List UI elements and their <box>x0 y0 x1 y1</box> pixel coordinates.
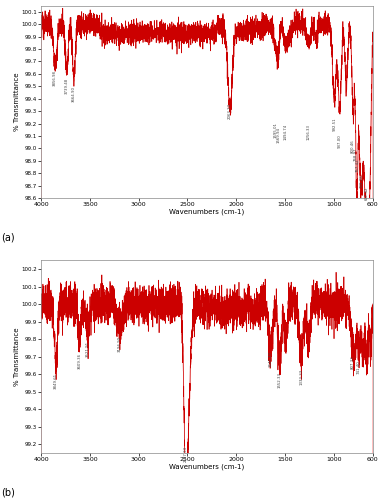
Text: 3739.48: 3739.48 <box>65 78 69 94</box>
Text: 992.51: 992.51 <box>333 118 336 131</box>
Text: 1332.33: 1332.33 <box>299 369 303 385</box>
Text: 3664.90: 3664.90 <box>72 86 76 102</box>
Text: 3609.36: 3609.36 <box>77 353 81 369</box>
Text: (a): (a) <box>2 232 15 242</box>
Text: 2517.33: 2517.33 <box>184 446 188 462</box>
Text: 807.33: 807.33 <box>351 355 354 368</box>
Text: 1494.74: 1494.74 <box>283 124 288 140</box>
Text: 3856.98: 3856.98 <box>53 70 57 86</box>
Text: 1256.33: 1256.33 <box>307 124 311 140</box>
Text: (b): (b) <box>2 488 15 498</box>
Text: 1646.37: 1646.37 <box>269 352 273 368</box>
Text: 757.42: 757.42 <box>355 158 359 172</box>
Text: 768.97: 768.97 <box>354 147 358 161</box>
Text: 3849.61: 3849.61 <box>54 372 58 388</box>
Text: 2063.23: 2063.23 <box>228 102 232 118</box>
Text: 3521.91: 3521.91 <box>86 341 90 357</box>
Text: 709.28: 709.28 <box>360 174 364 188</box>
Text: 937.00: 937.00 <box>338 134 342 148</box>
Text: 3196.90: 3196.90 <box>118 336 122 352</box>
Text: 741.40: 741.40 <box>357 360 361 374</box>
Text: 1595.01: 1595.01 <box>274 122 278 138</box>
Text: 800.46: 800.46 <box>351 140 355 153</box>
X-axis label: Wavenumbers (cm-1): Wavenumbers (cm-1) <box>169 464 245 470</box>
Text: 1569.94: 1569.94 <box>276 128 280 144</box>
Text: 657.42: 657.42 <box>365 187 369 200</box>
Y-axis label: % Transmittance: % Transmittance <box>14 72 20 131</box>
Y-axis label: % Transmittance: % Transmittance <box>14 328 20 386</box>
X-axis label: Wavenumbers (cm-1): Wavenumbers (cm-1) <box>169 208 245 215</box>
Text: 1552.33: 1552.33 <box>278 372 282 388</box>
